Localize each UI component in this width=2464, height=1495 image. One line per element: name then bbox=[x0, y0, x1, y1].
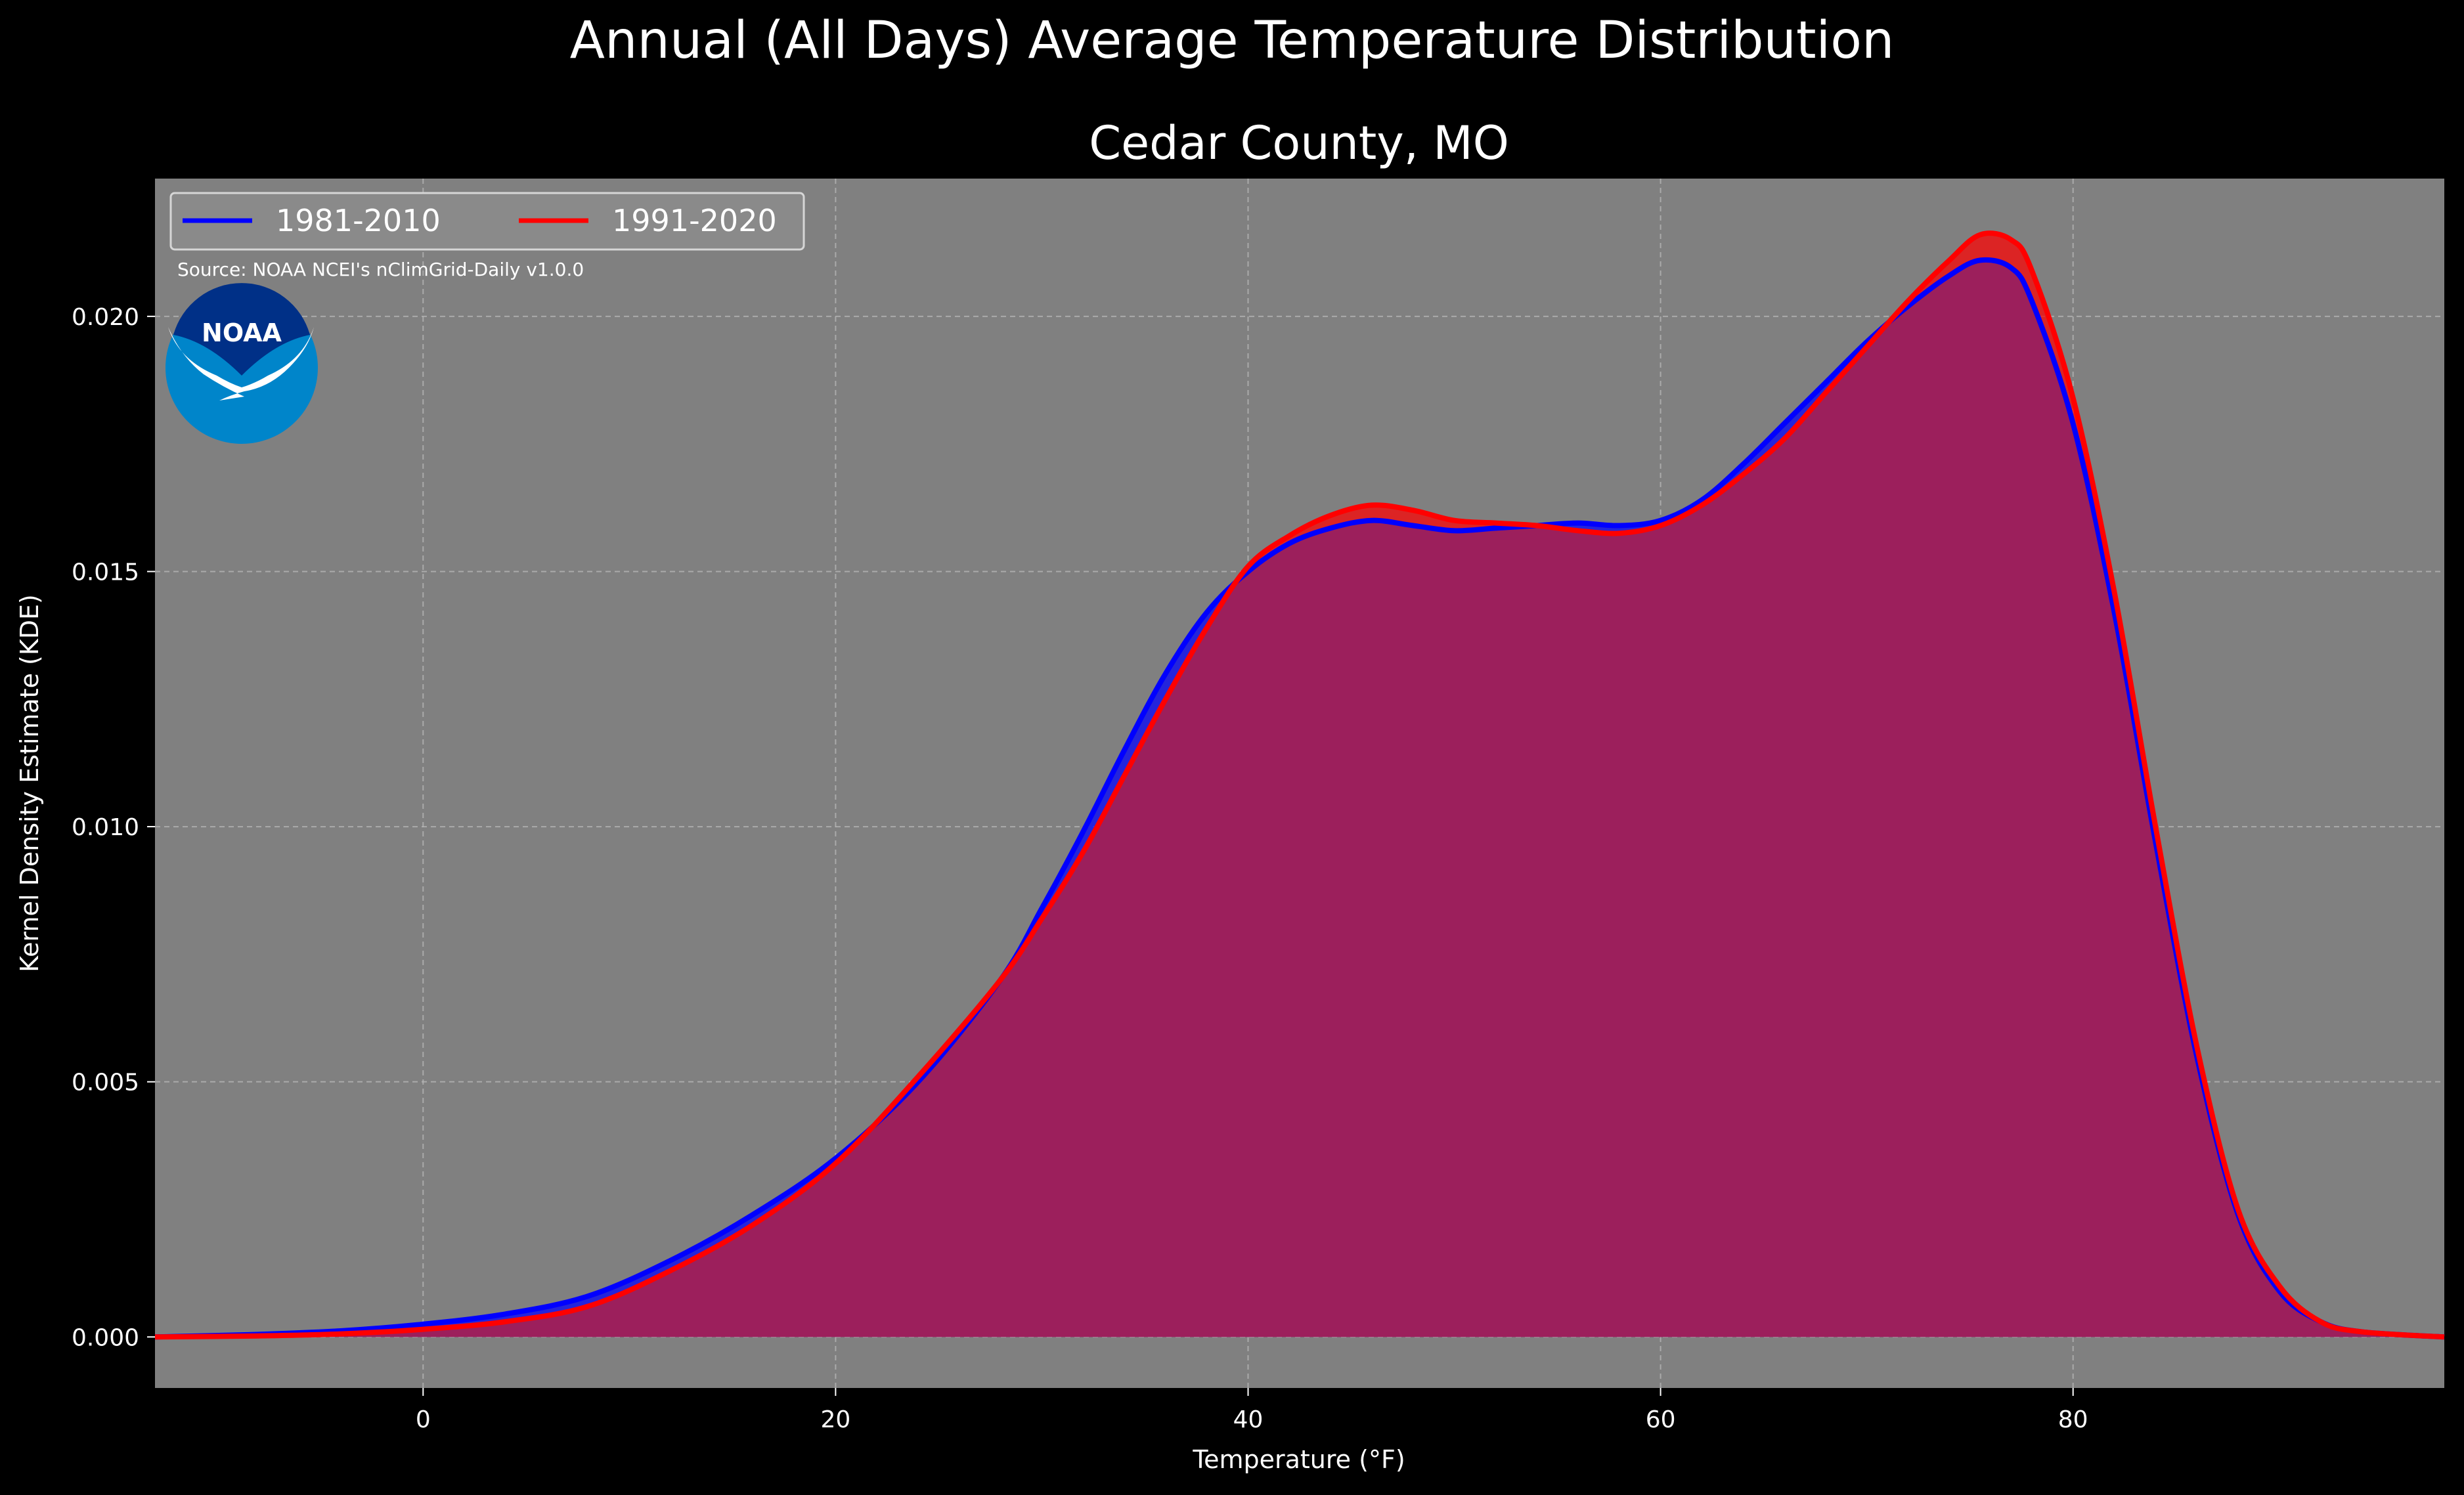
chart-title: Cedar County, MO bbox=[1089, 116, 1509, 170]
series-line-1991-2020 bbox=[154, 230, 2445, 1340]
tick-labels: 0 20 40 60 80 0.000 0.005 0.010 0.015 0.020 bbox=[72, 304, 2088, 1433]
series-line-1981-2010 bbox=[154, 257, 2445, 1340]
legend-label-1991-2020: 1991-2020 bbox=[612, 203, 777, 238]
area-overlap bbox=[155, 259, 2444, 1337]
x-tick-label: 60 bbox=[1646, 1406, 1676, 1433]
legend: 1981-2010 1991-2020 bbox=[169, 192, 805, 251]
y-tick-label: 0.010 bbox=[72, 814, 139, 841]
x-tick-label: 0 bbox=[416, 1406, 431, 1433]
noaa-logo: NOAA bbox=[165, 283, 318, 444]
noaa-logo-text: NOAA bbox=[202, 318, 282, 347]
x-tick-label: 20 bbox=[820, 1406, 850, 1433]
figure-suptitle: Annual (All Days) Average Temperature Di… bbox=[570, 11, 1895, 70]
y-tick-label: 0.020 bbox=[72, 304, 139, 331]
y-tick-label: 0.015 bbox=[72, 559, 139, 586]
source-note: Source: NOAA NCEI's nClimGrid-Daily v1.0… bbox=[177, 259, 584, 280]
legend-label-1981-2010: 1981-2010 bbox=[276, 203, 441, 238]
x-tick-label: 40 bbox=[1233, 1406, 1264, 1433]
noaa-logo-inner bbox=[173, 283, 310, 376]
y-tick-label: 0.005 bbox=[72, 1070, 139, 1096]
y-axis-label: Kernel Density Estimate (KDE) bbox=[15, 594, 44, 972]
legend-box bbox=[169, 192, 805, 251]
series-layer bbox=[154, 230, 2445, 1340]
x-tick-label: 80 bbox=[2058, 1406, 2088, 1433]
x-axis-label: Temperature (°F) bbox=[1192, 1445, 1405, 1474]
y-tick-label: 0.000 bbox=[72, 1324, 139, 1351]
